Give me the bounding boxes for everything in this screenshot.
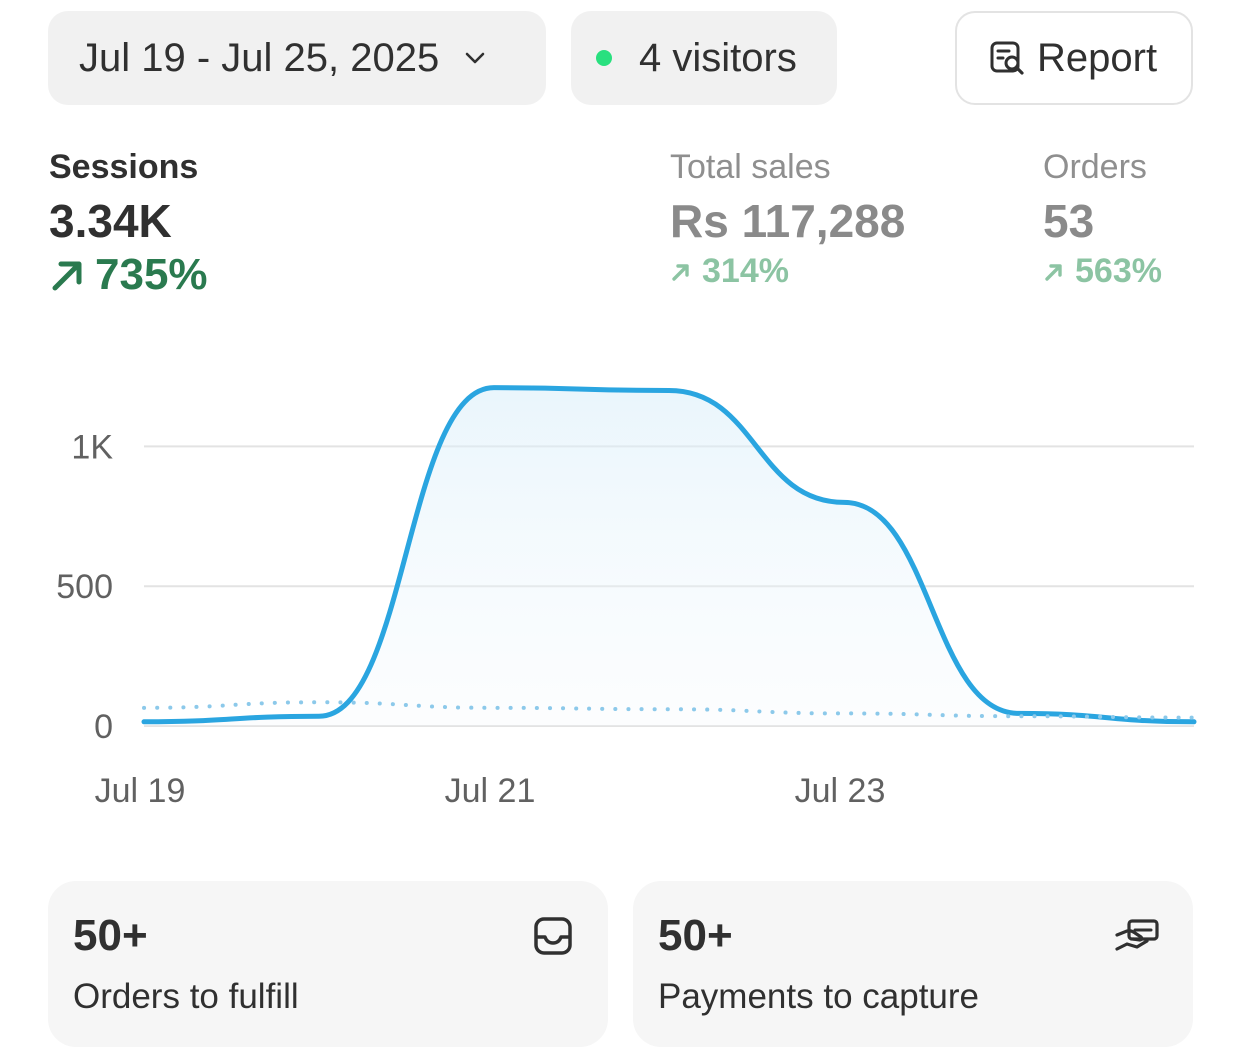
report-label: Report [1037, 35, 1158, 80]
orders-to-fulfill-label: Orders to fulfill [73, 977, 299, 1016]
arrow-up-right-icon [672, 263, 689, 281]
date-range-label: Jul 19 - Jul 25, 2025 [79, 35, 440, 80]
total-sales-change-value: 314% [702, 252, 789, 290]
sessions-label: Sessions [49, 148, 199, 186]
arrow-up-right-icon [52, 261, 82, 291]
chevron-down-icon [465, 52, 485, 64]
total-sales-change: 314% [670, 252, 905, 291]
visitors-count: 4 visitors [639, 35, 797, 80]
sessions-area-fill [144, 387, 1194, 726]
report-search-icon [990, 41, 1024, 75]
x-tick-label: Jul 19 [95, 772, 186, 810]
orders-to-fulfill-card[interactable]: 50+ Orders to fulfill [48, 881, 608, 1047]
x-tick-label: Jul 23 [795, 772, 886, 810]
payments-to-capture-count: 50+ [658, 911, 733, 960]
date-range-selector[interactable]: Jul 19 - Jul 25, 2025 [48, 11, 546, 105]
orders-metric[interactable]: Orders 53 563% [1043, 150, 1162, 291]
x-tick-label: Jul 21 [445, 772, 536, 810]
y-tick-label: 1K [71, 428, 113, 466]
sessions-change: 735% [49, 250, 208, 300]
y-tick-label: 0 [94, 708, 113, 746]
orders-value: 53 [1043, 195, 1095, 247]
sessions-metric[interactable]: Sessions 3.34K 735% [49, 150, 208, 300]
payments-to-capture-label: Payments to capture [658, 977, 979, 1016]
report-button[interactable]: Report [955, 11, 1193, 105]
sessions-value: 3.34K [49, 195, 172, 247]
live-status-dot [596, 50, 612, 66]
orders-to-fulfill-count: 50+ [73, 911, 148, 960]
live-visitors-button[interactable]: 4 visitors [571, 11, 837, 105]
comparison-line [142, 700, 1196, 720]
y-tick-label: 500 [56, 568, 113, 606]
sessions-line [141, 385, 1197, 725]
arrow-up-right-icon [1045, 263, 1062, 281]
total-sales-metric[interactable]: Total sales Rs 117,288 314% [670, 150, 905, 291]
total-sales-value: Rs 117,288 [670, 195, 906, 247]
sessions-chart[interactable]: 0 500 1K Jul 19 Jul 21 Jul 23 [0, 330, 1242, 830]
orders-label: Orders [1043, 148, 1147, 186]
payments-to-capture-card[interactable]: 50+ Payments to capture [633, 881, 1193, 1047]
cash-hand-icon [1115, 919, 1159, 951]
sessions-change-value: 735% [95, 250, 208, 299]
orders-change-value: 563% [1075, 252, 1162, 290]
total-sales-label: Total sales [670, 148, 831, 186]
orders-change: 563% [1043, 252, 1162, 291]
inbox-icon [534, 917, 572, 955]
